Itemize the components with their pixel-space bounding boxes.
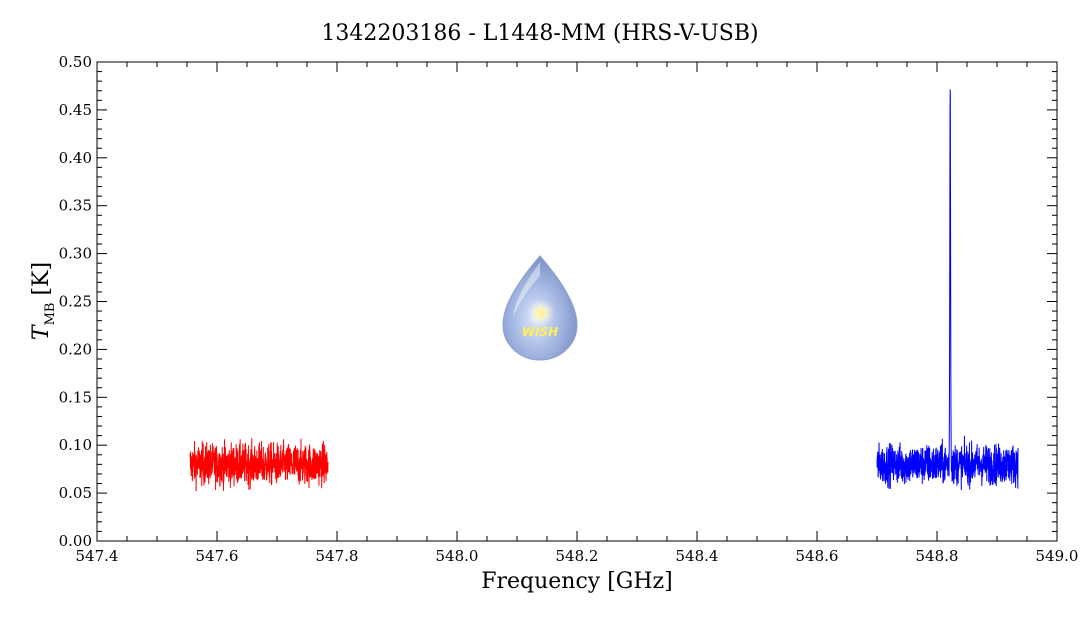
x-tick-label: 547.4: [76, 547, 119, 565]
x-tick-label: 549.0: [1036, 547, 1079, 565]
x-tick-label: 548.0: [436, 547, 479, 565]
y-tick-label: 0.00: [59, 532, 92, 550]
wish-logo: WISH: [502, 255, 578, 361]
x-tick-label: 548.4: [676, 547, 719, 565]
plot-area: [189, 89, 1019, 492]
y-axis-label-sub: MB: [43, 303, 58, 326]
x-tick-label: 548.6: [796, 547, 839, 565]
y-axis-label-unit: [K]: [29, 262, 54, 303]
y-tick-label: 0.15: [59, 388, 92, 406]
spectrum-series-1: [189, 437, 329, 492]
x-axis-label: Frequency [GHz]: [481, 569, 673, 594]
y-tick-label: 0.10: [59, 436, 92, 454]
y-tick-label: 0.30: [59, 245, 92, 263]
y-tick-label: 0.50: [59, 53, 92, 71]
logo-text: WISH: [522, 325, 558, 339]
x-tick-label: 547.8: [316, 547, 359, 565]
chart-title: 1342203186 - L1448-MM (HRS-V-USB): [321, 21, 758, 46]
y-axis-label-main: T: [29, 323, 54, 340]
y-tick-label: 0.40: [59, 149, 92, 167]
y-tick-label: 0.45: [59, 101, 92, 119]
x-tick-label: 548.8: [916, 547, 959, 565]
y-tick-label: 0.25: [59, 293, 92, 311]
spectrum-series-2: [876, 89, 1019, 491]
y-tick-label: 0.05: [59, 484, 92, 502]
y-tick-label: 0.20: [59, 340, 92, 358]
svg-text:TMB [K]: TMB [K]: [29, 262, 58, 340]
y-axis-label: TMB [K]: [29, 262, 58, 340]
x-tick-label: 548.2: [556, 547, 599, 565]
x-tick-label: 547.6: [196, 547, 239, 565]
axis-ticks: 547.4 547.6 547.8 548.0 548.2 548.4 548.6 548.8…: [59, 53, 1079, 565]
y-tick-label: 0.35: [59, 197, 92, 215]
